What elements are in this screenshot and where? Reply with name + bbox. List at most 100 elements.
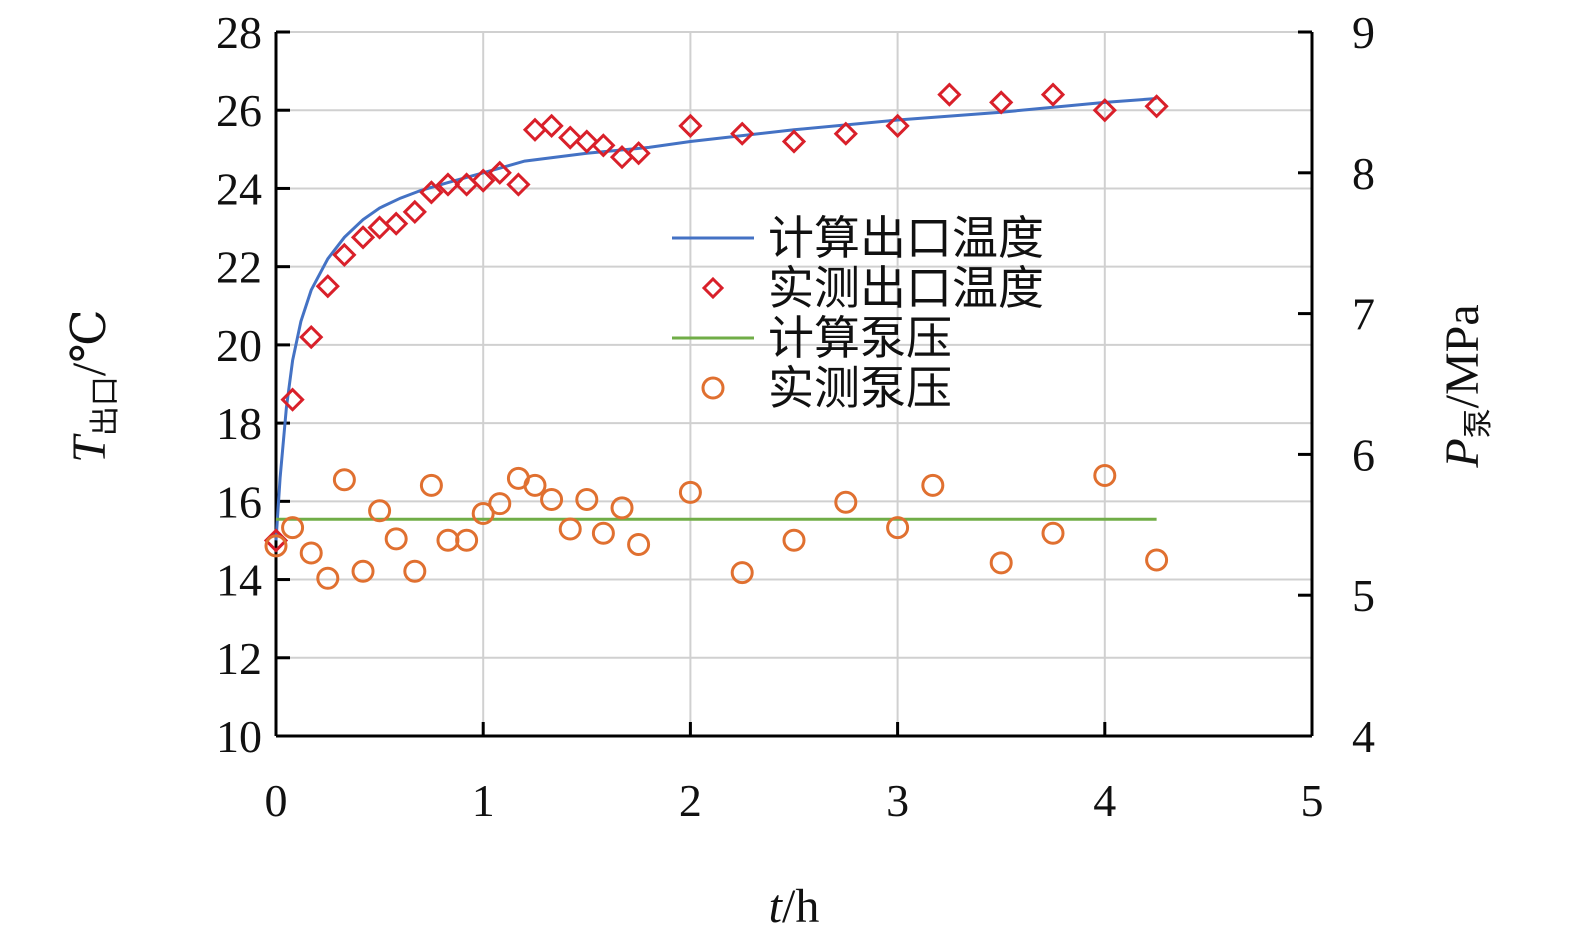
data-point-diamond (989, 90, 1014, 115)
data-point-diamond (1144, 94, 1169, 119)
y-left-title-unit: /℃ (63, 309, 116, 376)
y-left-tick-label: 14 (216, 555, 262, 606)
y-left-tick-label: 12 (216, 633, 262, 684)
legend-item: 实测出口温度 (701, 263, 1044, 314)
y-left-tick-label: 26 (216, 85, 262, 136)
legend-item: 实测泵压 (701, 363, 952, 414)
data-point-diamond (419, 180, 444, 205)
data-point-diamond (833, 121, 858, 146)
y-left-tick-label: 22 (216, 242, 262, 293)
data-point-circle (540, 487, 564, 511)
y-right-tick-label: 8 (1352, 148, 1375, 199)
data-point-diamond (299, 324, 324, 350)
data-point-circle (455, 528, 479, 552)
data-point-diamond (332, 242, 357, 268)
y-right-tick-label: 7 (1352, 289, 1375, 340)
y-right-tick-label: 6 (1352, 429, 1375, 480)
data-point-circle (368, 499, 392, 523)
x-tick-label: 0 (265, 775, 288, 826)
data-point-diamond (402, 199, 427, 225)
data-point-diamond (730, 121, 755, 146)
legend-item: 计算出口温度 (672, 213, 1044, 264)
data-point-diamond (626, 141, 651, 166)
data-point-diamond (487, 160, 512, 185)
x-title-main: t (769, 880, 784, 933)
plot-series (263, 82, 1169, 590)
data-point-circle (332, 468, 356, 492)
data-point-diamond (558, 125, 583, 150)
data-point-diamond (435, 172, 461, 197)
data-point-circle (591, 521, 615, 545)
data-point-circle (1145, 548, 1169, 572)
series-4 (264, 464, 1169, 590)
legend-label: 实测泵压 (768, 363, 952, 414)
y-left-axis-title: T出口/℃ (63, 309, 122, 463)
x-tick-label: 3 (886, 775, 909, 826)
y-right-tick-label: 4 (1352, 711, 1375, 762)
y-right-axis-title: P泵/MPa (1436, 304, 1495, 468)
y-right-title-sub: 泵 (1462, 408, 1495, 438)
data-point-diamond (1092, 98, 1117, 123)
data-point-circle (281, 516, 305, 540)
data-point-diamond (280, 387, 305, 412)
data-point-circle (471, 502, 495, 526)
y-right-tick-label: 9 (1352, 7, 1375, 58)
data-point-circle (678, 480, 702, 504)
data-point-circle (730, 561, 754, 585)
data-point-diamond (937, 82, 962, 107)
series-2 (263, 82, 1169, 553)
y-right-title-main: P (1436, 438, 1489, 468)
y-right-title-unit: /MPa (1436, 304, 1489, 408)
data-point-circle (316, 566, 340, 590)
legend-swatch-diamond (701, 276, 725, 300)
y-left-tick-label: 16 (216, 476, 262, 527)
y-left-title-main: T (63, 433, 116, 463)
data-point-diamond (1040, 82, 1066, 107)
data-point-diamond (522, 117, 548, 142)
data-point-circle (575, 487, 599, 511)
legend-label: 实测出口温度 (768, 263, 1044, 314)
data-point-circle (488, 492, 512, 516)
y-left-tick-label: 20 (216, 320, 262, 371)
data-point-diamond (574, 129, 599, 154)
x-tick-label: 4 (1093, 775, 1116, 826)
data-point-circle (610, 496, 634, 520)
x-axis-title: t/h (769, 880, 820, 933)
data-point-circle (1041, 521, 1065, 545)
legend-item: 计算泵压 (672, 313, 952, 364)
data-point-circle (419, 473, 443, 497)
data-point-diamond (506, 172, 531, 197)
data-point-circle (403, 559, 427, 583)
data-point-circle (921, 473, 945, 497)
legend-swatch-circle (701, 376, 725, 400)
y-right-tick-label: 5 (1352, 570, 1375, 621)
data-point-diamond (350, 225, 376, 250)
x-title-unit: /h (782, 880, 819, 933)
y-left-title-sub: 出口 (89, 376, 122, 436)
x-tick-label: 5 (1301, 775, 1324, 826)
y-left-tick-label: 10 (216, 711, 262, 762)
legend-label: 计算出口温度 (768, 213, 1044, 264)
data-point-circle (299, 541, 323, 565)
data-point-diamond (678, 113, 703, 138)
y-left-tick-label: 24 (216, 163, 262, 214)
data-point-diamond (384, 211, 409, 236)
series-line (274, 97, 1157, 541)
data-point-diamond (367, 215, 392, 240)
data-point-circle (384, 527, 408, 551)
legend-label: 计算泵压 (768, 313, 952, 364)
data-point-circle (627, 533, 651, 557)
data-point-circle (834, 490, 858, 514)
data-point-circle (886, 516, 910, 540)
data-point-diamond (471, 168, 496, 193)
data-point-circle (989, 551, 1013, 575)
x-tick-label: 2 (679, 775, 702, 826)
data-point-circle (436, 528, 460, 552)
y-left-tick-label: 28 (216, 7, 262, 58)
x-tick-label: 1 (472, 775, 495, 826)
data-point-circle (523, 473, 547, 497)
data-point-circle (558, 517, 582, 541)
data-point-circle (351, 559, 375, 583)
